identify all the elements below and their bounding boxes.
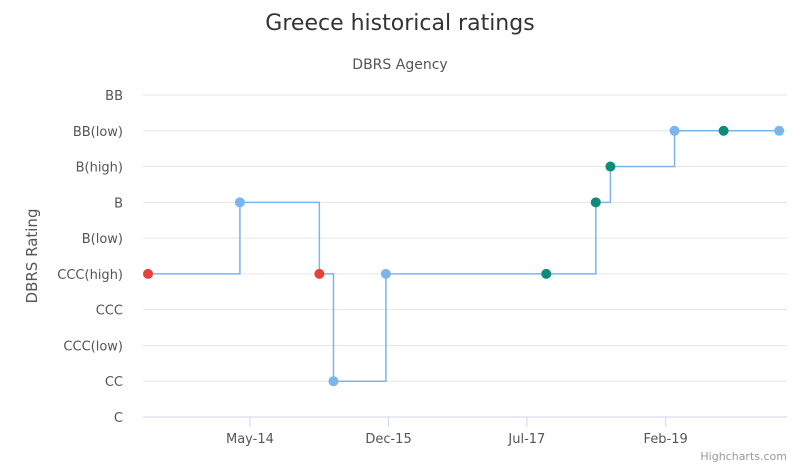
y-tick-label: B(high): [76, 161, 123, 176]
series-step-line: [148, 130, 780, 382]
data-point[interactable]: [669, 125, 680, 136]
data-point[interactable]: [380, 268, 391, 279]
data-point[interactable]: [143, 268, 153, 279]
chart-subtitle: DBRS Agency: [352, 57, 447, 73]
y-axis-label: DBRS Rating: [23, 209, 41, 304]
data-point[interactable]: [328, 376, 339, 387]
data-point[interactable]: [605, 161, 616, 172]
y-tick-label: BB(low): [73, 125, 123, 140]
chart-title: Greece historical ratings: [265, 11, 534, 36]
data-point[interactable]: [541, 268, 552, 279]
y-tick-label: CCC(high): [57, 268, 123, 283]
data-point[interactable]: [234, 197, 245, 208]
y-tick-labels: CCCCCC(low)CCCCCC(high)B(low)BB(high)BB(…: [57, 89, 123, 426]
y-tick-label: CCC: [96, 304, 123, 319]
rating-series: [148, 130, 780, 382]
x-tick-label: May-14: [226, 432, 274, 447]
x-tick-label: Jul-17: [507, 432, 545, 447]
y-tick-label: C: [114, 411, 123, 426]
y-tick-label: CC: [105, 375, 123, 390]
y-tick-label: B(low): [82, 232, 123, 247]
x-tick-label: Feb-19: [644, 432, 688, 447]
credits-link[interactable]: Highcharts.com: [700, 450, 787, 463]
data-point[interactable]: [718, 125, 729, 136]
y-tick-label: CCC(low): [63, 339, 123, 354]
y-tick-label: BB: [105, 89, 123, 104]
x-tick-label: Dec-15: [365, 432, 411, 447]
data-point[interactable]: [314, 268, 325, 279]
data-point[interactable]: [590, 197, 601, 208]
data-point[interactable]: [774, 125, 785, 136]
rating-points: [143, 125, 785, 387]
y-tick-label: B: [114, 196, 123, 211]
x-tick-labels: May-14 Dec-15 Jul-17 Feb-19: [226, 417, 688, 447]
